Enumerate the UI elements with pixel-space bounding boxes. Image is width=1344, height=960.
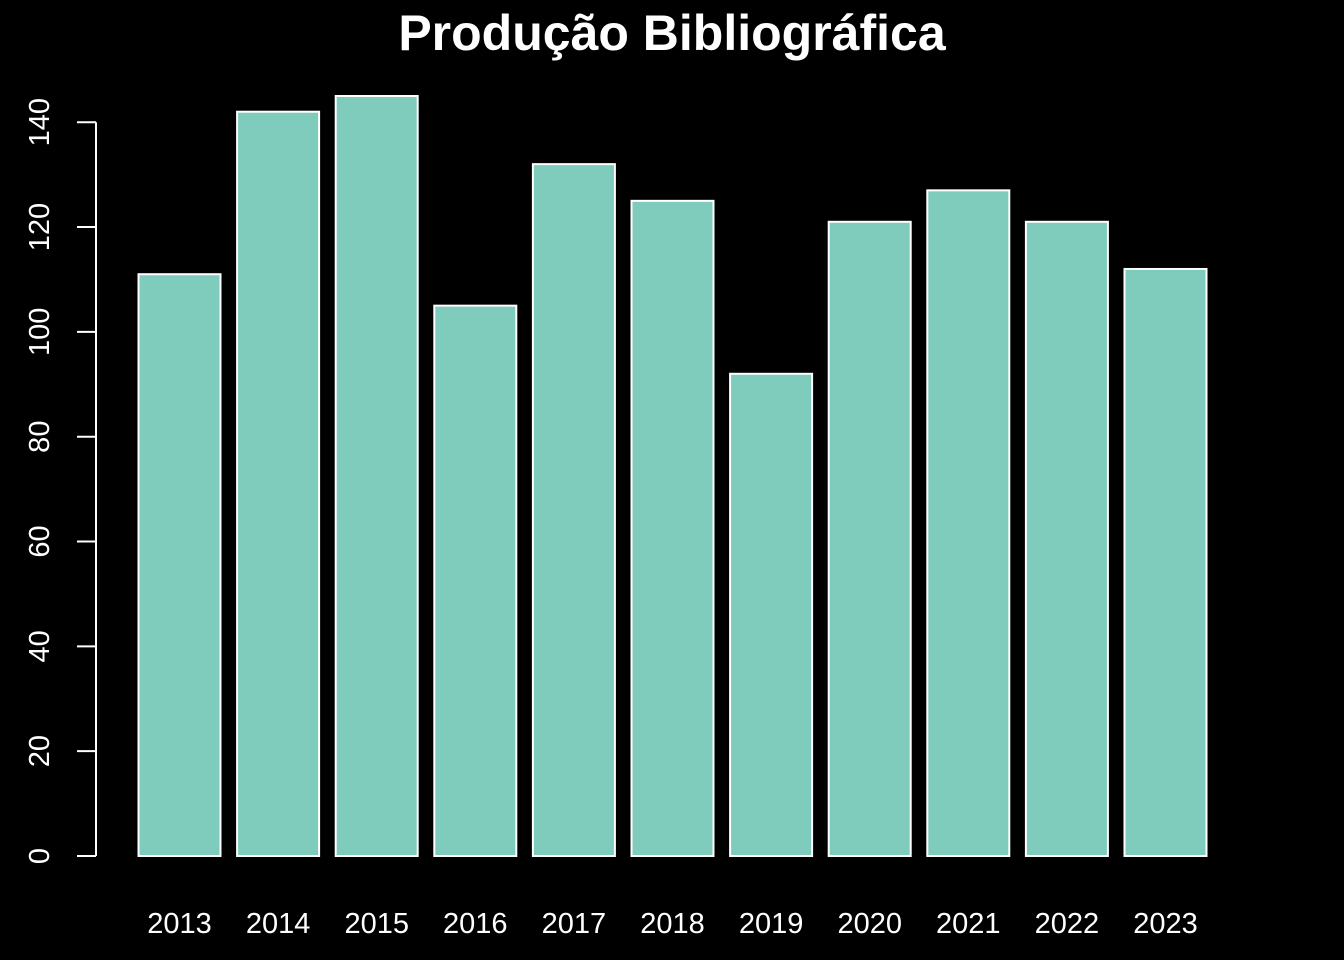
bar-2016 bbox=[433, 304, 518, 858]
y-tick-label: 0 bbox=[24, 848, 56, 864]
y-axis: 0 20 40 60 80 100 120 140 bbox=[24, 98, 97, 864]
bar-2021 bbox=[926, 189, 1011, 857]
bar-2019 bbox=[729, 372, 814, 857]
x-tick-label: 2015 bbox=[344, 908, 409, 940]
x-tick-label: 2014 bbox=[246, 908, 311, 940]
chart-title: Produção Bibliográfica bbox=[398, 5, 947, 61]
bar-2020 bbox=[827, 220, 912, 858]
bar-2017 bbox=[531, 163, 616, 857]
x-tick-label: 2022 bbox=[1035, 908, 1100, 940]
y-tick-label: 40 bbox=[24, 630, 56, 662]
x-tick-label: 2019 bbox=[739, 908, 804, 940]
x-tick-label: 2013 bbox=[147, 908, 212, 940]
bar-2014 bbox=[236, 110, 321, 858]
bar-2013 bbox=[137, 273, 222, 857]
y-tick-label: 80 bbox=[24, 421, 56, 453]
x-tick-label: 2016 bbox=[443, 908, 508, 940]
x-tick-label: 2023 bbox=[1133, 908, 1198, 940]
x-tick-label: 2021 bbox=[936, 908, 1001, 940]
y-tick-label: 120 bbox=[24, 203, 56, 251]
bars bbox=[137, 95, 1208, 858]
y-tick-label: 140 bbox=[24, 98, 56, 146]
bar-2015 bbox=[334, 95, 419, 857]
x-tick-label: 2017 bbox=[542, 908, 607, 940]
bar-2018 bbox=[630, 199, 715, 858]
y-tick-label: 20 bbox=[24, 735, 56, 767]
bar-2023 bbox=[1123, 267, 1208, 857]
bar-2022 bbox=[1024, 220, 1109, 858]
y-tick-label: 60 bbox=[24, 525, 56, 557]
x-axis-labels: 2013 2014 2015 2016 2017 2018 2019 2020 2021 2022… bbox=[147, 908, 1198, 940]
x-tick-label: 2018 bbox=[640, 908, 705, 940]
x-tick-label: 2020 bbox=[837, 908, 902, 940]
y-tick-label: 100 bbox=[24, 308, 56, 356]
